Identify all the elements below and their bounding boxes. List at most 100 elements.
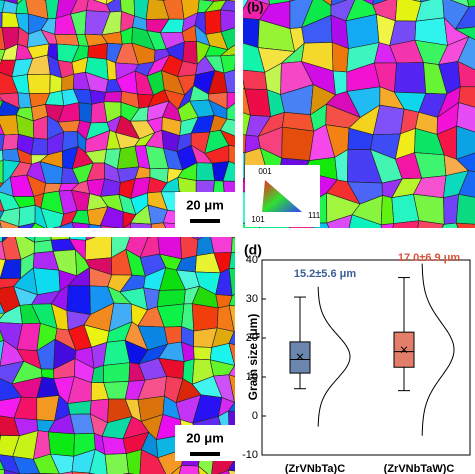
grain bbox=[162, 222, 177, 228]
grain bbox=[99, 206, 124, 228]
grain bbox=[227, 470, 235, 474]
ebsd-map bbox=[0, 0, 235, 228]
grain bbox=[123, 222, 131, 228]
y-axis-label: Grain size (μm) bbox=[246, 314, 260, 401]
grain bbox=[380, 223, 395, 228]
grain bbox=[417, 220, 445, 228]
scale-bar: 20 μm bbox=[175, 192, 235, 228]
grain bbox=[33, 239, 54, 254]
grain bbox=[217, 470, 230, 474]
grain bbox=[197, 465, 209, 474]
grain bbox=[89, 448, 108, 474]
grain bbox=[106, 0, 115, 5]
grain bbox=[2, 133, 19, 151]
scale-line bbox=[190, 219, 220, 223]
x-tick-label: (ZrVNbTa)C bbox=[285, 463, 345, 474]
grain bbox=[457, 60, 475, 88]
grain bbox=[228, 252, 235, 270]
grain bbox=[219, 129, 235, 147]
grain bbox=[3, 469, 21, 474]
grain bbox=[195, 162, 215, 182]
grain bbox=[457, 36, 475, 71]
grain bbox=[456, 125, 475, 160]
grain bbox=[0, 219, 20, 228]
grain bbox=[332, 70, 348, 96]
grain bbox=[178, 465, 200, 474]
grain bbox=[104, 453, 129, 474]
grain bbox=[210, 237, 233, 254]
grain bbox=[182, 40, 198, 65]
annotation: 17.0±6.9 μm bbox=[398, 252, 461, 264]
grain bbox=[455, 152, 475, 173]
grain bbox=[26, 73, 51, 95]
normal-curve bbox=[421, 263, 455, 436]
grain bbox=[0, 159, 4, 184]
panel-label: (d) bbox=[244, 242, 262, 258]
grain bbox=[441, 222, 459, 228]
grain bbox=[87, 42, 108, 60]
scale-label: 20 μm bbox=[186, 197, 224, 212]
grain bbox=[226, 92, 235, 110]
y-tick-label: 40 bbox=[246, 254, 258, 266]
ipf-legend: 001 101 111 bbox=[245, 165, 321, 227]
panel-label: (b) bbox=[247, 0, 264, 14]
grain bbox=[220, 27, 235, 51]
grain bbox=[243, 17, 260, 48]
grain bbox=[228, 401, 235, 413]
grain bbox=[0, 454, 21, 474]
grain bbox=[150, 222, 167, 228]
grain bbox=[219, 118, 235, 137]
grain bbox=[49, 73, 63, 94]
grain bbox=[30, 137, 49, 156]
grain bbox=[223, 69, 235, 94]
grain bbox=[106, 58, 117, 81]
grain bbox=[0, 469, 5, 474]
grain bbox=[228, 374, 235, 403]
grain bbox=[220, 9, 235, 33]
grain bbox=[348, 214, 382, 228]
ipf-label: 001 bbox=[258, 167, 272, 176]
y-tick-label: 10 bbox=[246, 371, 258, 383]
grain bbox=[71, 221, 90, 228]
grain bbox=[455, 194, 475, 225]
ipf-label: 111 bbox=[308, 211, 321, 220]
normal-curve bbox=[317, 286, 351, 427]
grain bbox=[228, 144, 235, 164]
grain bbox=[220, 0, 235, 12]
grain bbox=[88, 223, 102, 228]
grain bbox=[458, 170, 475, 198]
grain bbox=[18, 222, 36, 228]
grain bbox=[47, 431, 75, 457]
grain bbox=[126, 449, 142, 474]
grain bbox=[227, 458, 235, 472]
y-tick-label: 20 bbox=[246, 332, 258, 344]
grain bbox=[281, 126, 315, 161]
grain bbox=[226, 102, 235, 121]
grain bbox=[180, 237, 199, 260]
mean-marker bbox=[296, 353, 304, 361]
grain bbox=[59, 221, 75, 228]
scale-label: 20 μm bbox=[186, 430, 224, 445]
y-tick-label: 30 bbox=[246, 293, 258, 305]
grain bbox=[228, 268, 235, 297]
grain bbox=[71, 471, 90, 474]
grain bbox=[458, 86, 475, 108]
scale-line bbox=[190, 452, 220, 456]
grain bbox=[191, 303, 219, 332]
grain bbox=[228, 331, 235, 346]
grain bbox=[228, 305, 235, 332]
grain bbox=[394, 62, 427, 94]
grain bbox=[219, 44, 235, 57]
grain bbox=[392, 220, 420, 228]
grain bbox=[228, 342, 235, 366]
grain bbox=[228, 365, 235, 377]
x-tick-label: (ZrVNbTaW)C bbox=[384, 463, 455, 474]
grain bbox=[467, 0, 475, 8]
box bbox=[289, 341, 311, 374]
plot-frame bbox=[261, 259, 471, 456]
grain bbox=[455, 222, 475, 228]
grain bbox=[103, 91, 123, 103]
ebsd-map bbox=[243, 0, 475, 228]
